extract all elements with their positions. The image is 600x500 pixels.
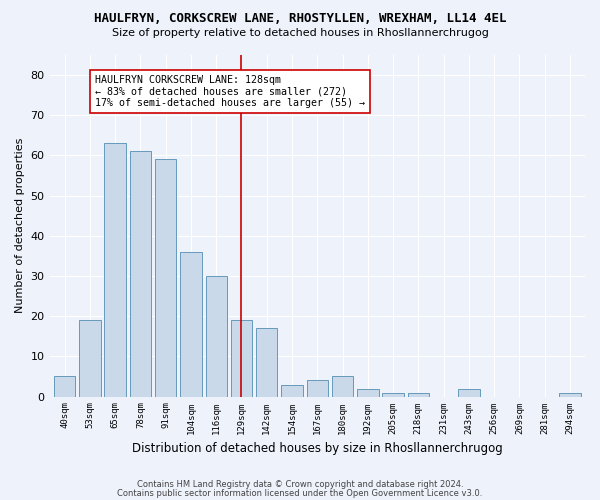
Bar bbox=[307, 380, 328, 396]
Bar bbox=[54, 376, 76, 396]
Bar bbox=[256, 328, 277, 396]
X-axis label: Distribution of detached houses by size in Rhosllannerchrugog: Distribution of detached houses by size … bbox=[132, 442, 503, 455]
Text: HAULFRYN CORKSCREW LANE: 128sqm
← 83% of detached houses are smaller (272)
17% o: HAULFRYN CORKSCREW LANE: 128sqm ← 83% of… bbox=[95, 75, 365, 108]
Bar bbox=[231, 320, 252, 396]
Bar bbox=[130, 152, 151, 396]
Text: Size of property relative to detached houses in Rhosllannerchrugog: Size of property relative to detached ho… bbox=[112, 28, 488, 38]
Bar bbox=[382, 392, 404, 396]
Bar bbox=[458, 388, 479, 396]
Bar bbox=[79, 320, 101, 396]
Text: HAULFRYN, CORKSCREW LANE, RHOSTYLLEN, WREXHAM, LL14 4EL: HAULFRYN, CORKSCREW LANE, RHOSTYLLEN, WR… bbox=[94, 12, 506, 26]
Bar bbox=[206, 276, 227, 396]
Bar bbox=[104, 144, 126, 396]
Text: Contains public sector information licensed under the Open Government Licence v3: Contains public sector information licen… bbox=[118, 489, 482, 498]
Bar bbox=[407, 392, 429, 396]
Bar bbox=[281, 384, 303, 396]
Text: Contains HM Land Registry data © Crown copyright and database right 2024.: Contains HM Land Registry data © Crown c… bbox=[137, 480, 463, 489]
Bar bbox=[155, 160, 176, 396]
Bar bbox=[559, 392, 581, 396]
Bar bbox=[332, 376, 353, 396]
Bar bbox=[357, 388, 379, 396]
Y-axis label: Number of detached properties: Number of detached properties bbox=[15, 138, 25, 314]
Bar bbox=[180, 252, 202, 396]
